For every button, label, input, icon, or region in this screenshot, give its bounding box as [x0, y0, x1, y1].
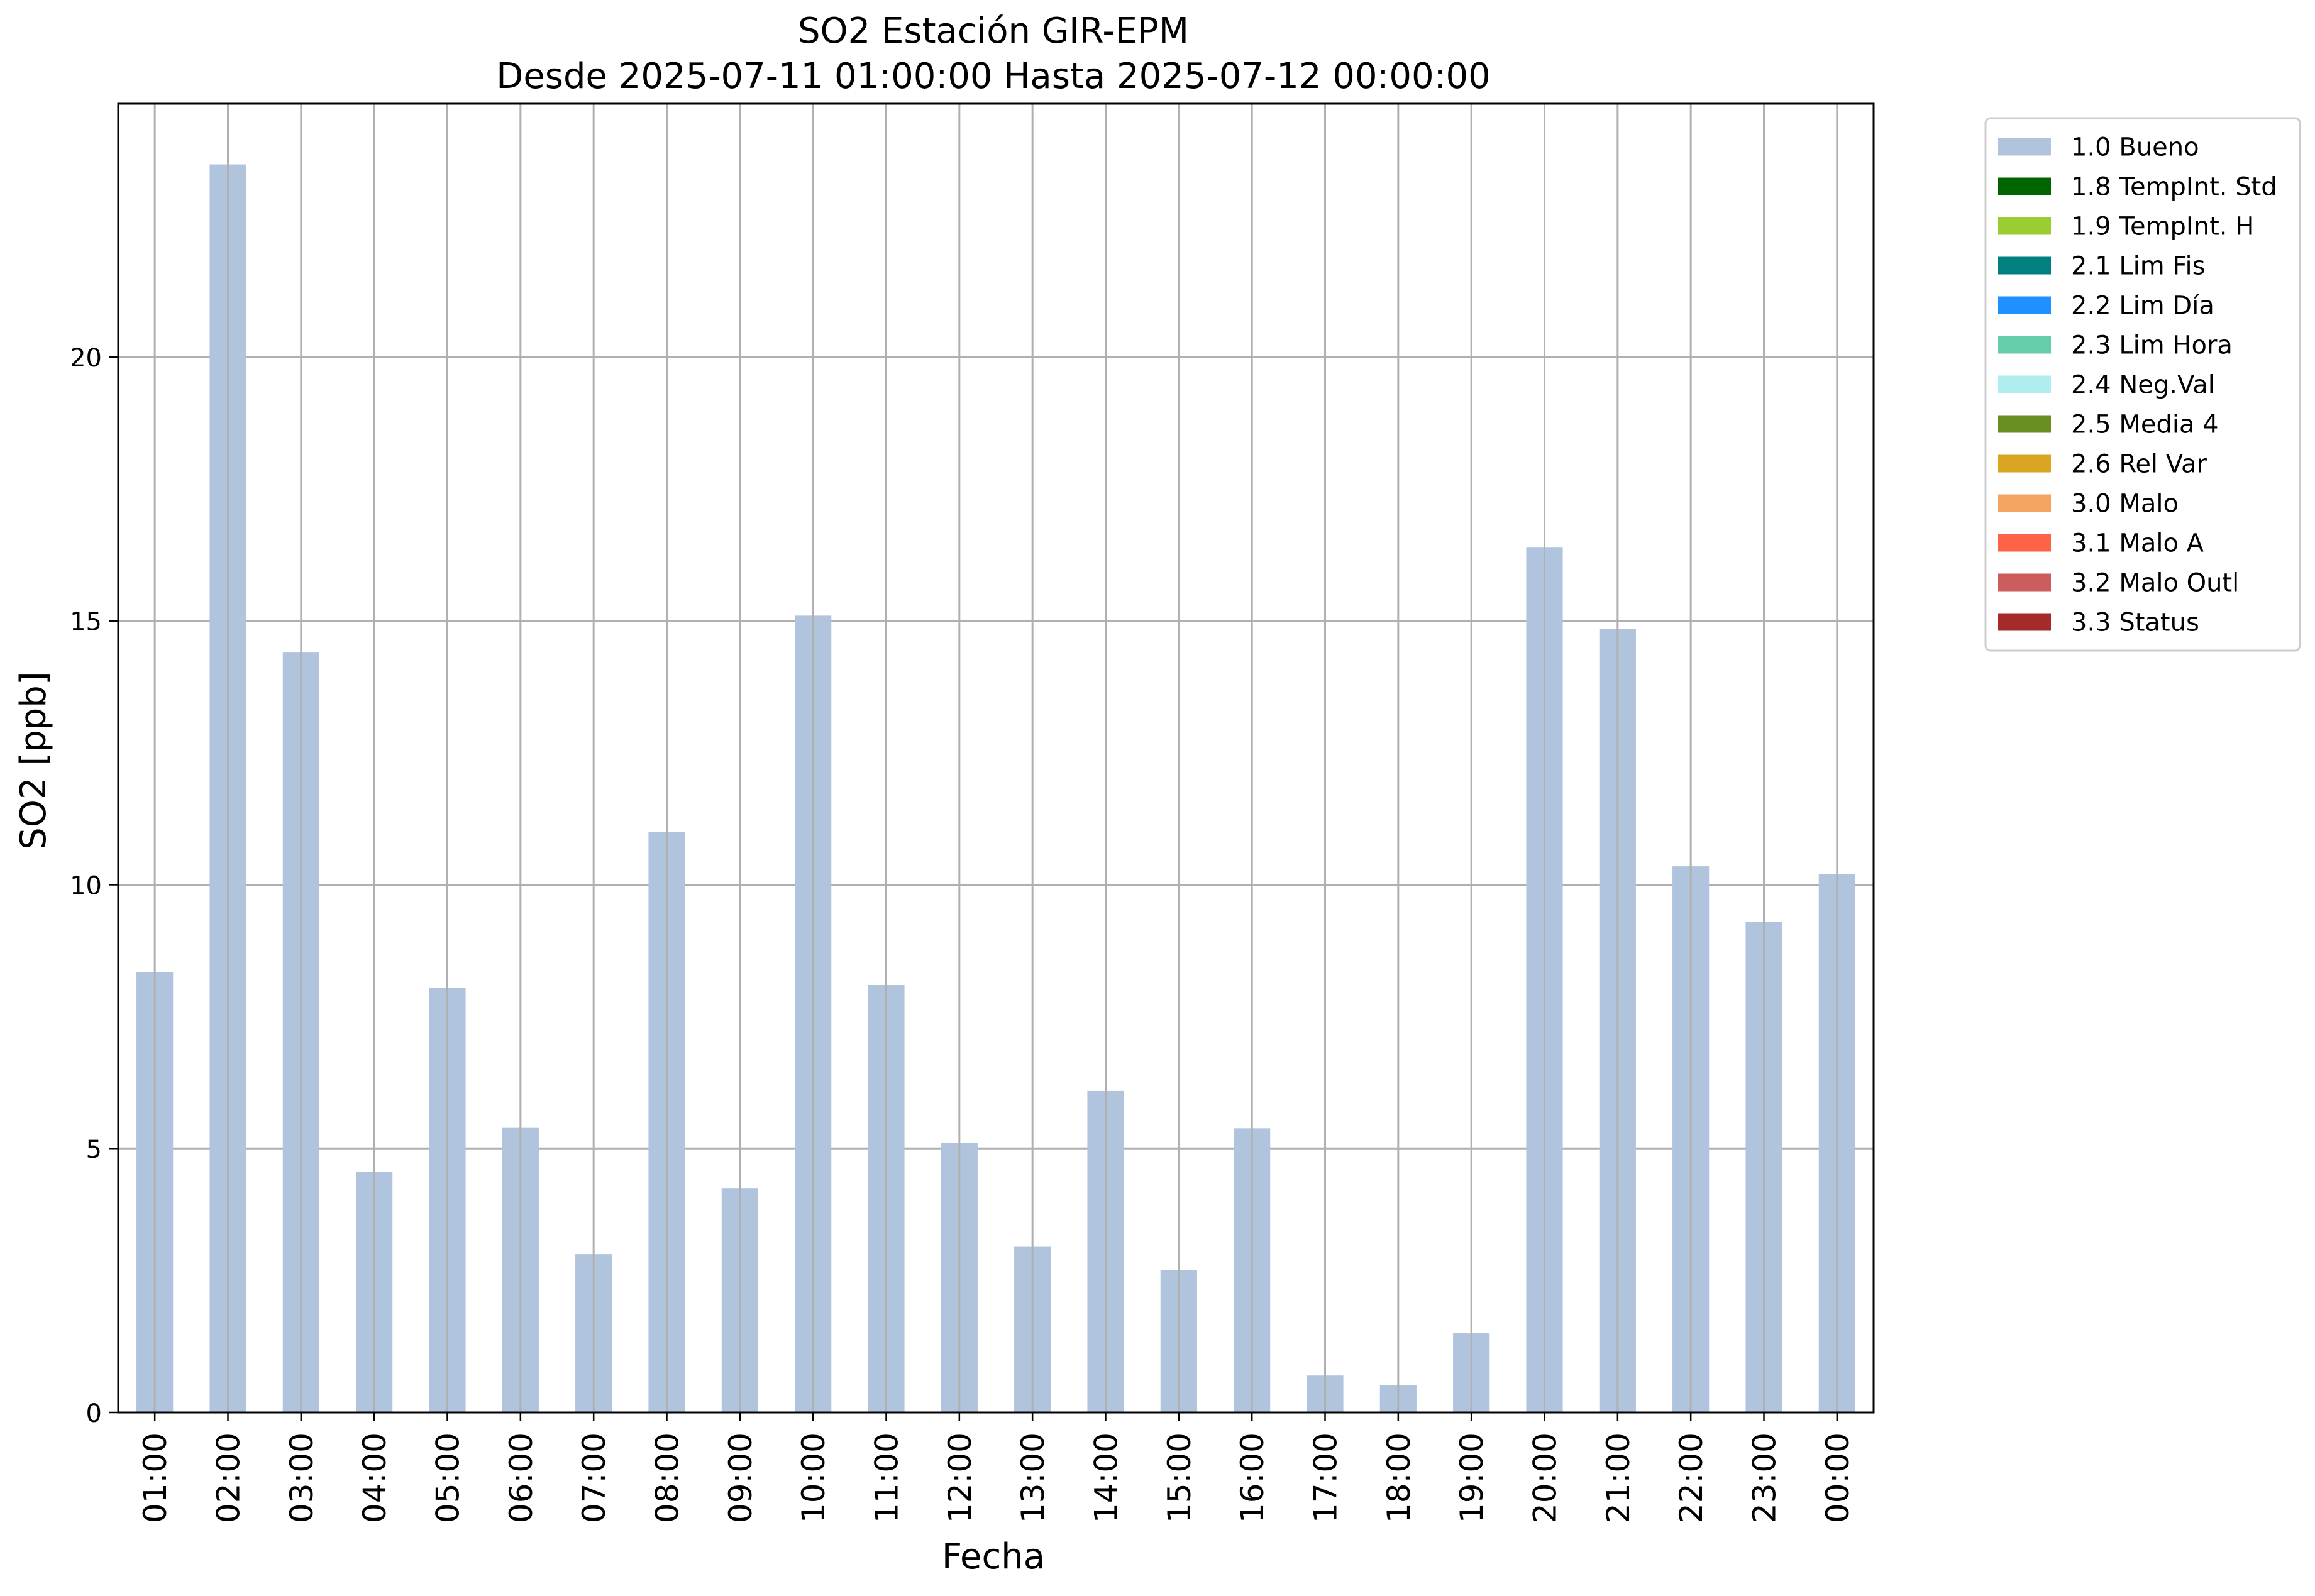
y-tick-label: 5 — [86, 1135, 102, 1164]
y-axis-label: SO2 [ppb] — [13, 671, 54, 849]
chart-title: SO2 Estación GIR-EPM — [798, 11, 1189, 52]
x-tick-label: 20:00 — [1527, 1433, 1564, 1523]
x-tick-label: 07:00 — [576, 1433, 612, 1523]
x-tick-label: 09:00 — [722, 1433, 759, 1523]
x-tick-label: 16:00 — [1234, 1433, 1271, 1523]
plot-frame — [117, 102, 1875, 1414]
legend-label: 2.5 Media 4 — [2071, 410, 2219, 439]
legend-label: 1.0 Bueno — [2071, 133, 2199, 162]
legend-swatch — [1998, 138, 2051, 156]
x-axis-label: Fecha — [942, 1536, 1045, 1577]
y-tick-label: 0 — [86, 1399, 102, 1428]
x-tick-label: 08:00 — [649, 1433, 686, 1523]
x-tick-label: 14:00 — [1088, 1433, 1125, 1523]
legend-label: 2.6 Rel Var — [2071, 450, 2207, 479]
x-tick-label: 05:00 — [430, 1433, 467, 1523]
legend-swatch — [1998, 454, 2051, 473]
legend-label: 3.0 Malo — [2071, 490, 2179, 519]
x-tick-label: 23:00 — [1747, 1433, 1783, 1523]
legend-swatch — [1998, 296, 2051, 314]
x-tick-label: 11:00 — [869, 1433, 905, 1523]
legend-label: 3.1 Malo A — [2071, 529, 2204, 558]
x-tick-label: 22:00 — [1673, 1433, 1710, 1523]
x-tick-label: 21:00 — [1600, 1433, 1637, 1523]
y-tick-label: 20 — [70, 344, 102, 373]
x-tick-label: 19:00 — [1454, 1433, 1490, 1523]
legend-label: 2.1 Lim Fis — [2071, 252, 2205, 281]
legend-swatch — [1998, 494, 2051, 512]
x-tick-label: 18:00 — [1381, 1433, 1417, 1523]
legend-label: 3.2 Malo Outl — [2071, 569, 2239, 598]
legend-label: 2.3 Lim Hora — [2071, 331, 2233, 360]
x-tick-label: 04:00 — [356, 1433, 393, 1523]
legend-label: 1.9 TempInt. H — [2071, 212, 2254, 241]
x-tick-label: 10:00 — [795, 1433, 832, 1523]
x-tick-label: 13:00 — [1015, 1433, 1051, 1523]
legend-box — [1984, 117, 2301, 652]
x-tick-label: 03:00 — [284, 1433, 320, 1523]
x-tick-label: 06:00 — [503, 1433, 539, 1523]
legend: 1.0 Bueno 1.8 TempInt. Std 1.9 TempInt. H 2… — [1984, 117, 2301, 652]
legend-swatch — [1998, 573, 2051, 592]
y-tick-label: 15 — [70, 608, 102, 637]
axes-layer: 0 5 10 15 20 01:00 02:00 03:00 04:00 05:00 06:00 07… — [70, 102, 1875, 1523]
legend-label: 3.3 Status — [2071, 608, 2199, 637]
legend-swatch — [1998, 415, 2051, 433]
legend-label: 1.8 TempInt. Std — [2071, 173, 2277, 202]
legend-swatch — [1998, 375, 2051, 393]
x-tick-label: 17:00 — [1308, 1433, 1344, 1523]
legend-swatch — [1998, 217, 2051, 235]
y-tick-label: 10 — [70, 871, 102, 900]
legend-swatch — [1998, 534, 2051, 552]
x-tick-label: 01:00 — [137, 1433, 174, 1523]
chart-subtitle: Desde 2025-07-11 01:00:00 Hasta 2025-07-… — [496, 56, 1491, 97]
x-tick-label: 12:00 — [942, 1433, 978, 1523]
legend-label: 2.2 Lim Día — [2071, 292, 2214, 321]
legend-swatch — [1998, 177, 2051, 195]
x-tick-label: 00:00 — [1820, 1433, 1856, 1523]
x-tick-label: 02:00 — [211, 1433, 247, 1523]
legend-swatch — [1998, 256, 2051, 275]
x-tick-label: 15:00 — [1161, 1433, 1198, 1523]
legend-label: 2.4 Neg.Val — [2071, 371, 2215, 400]
legend-swatch — [1998, 336, 2051, 354]
legend-swatch — [1998, 613, 2051, 631]
